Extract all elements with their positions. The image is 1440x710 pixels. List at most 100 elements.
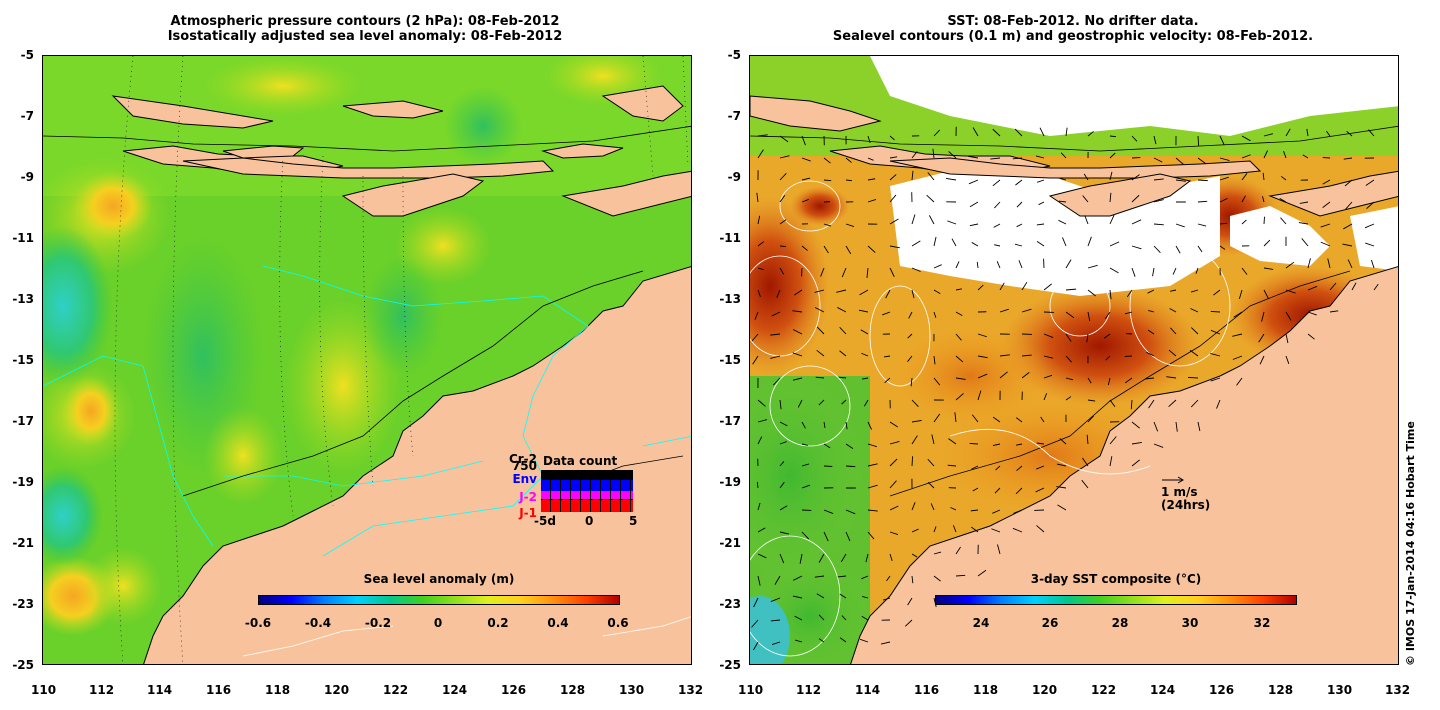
sst-colorbar-tick: 24 [972,616,990,630]
velocity-arrow [1170,327,1177,335]
velocity-arrow [992,443,1001,447]
velocity-arrow [1146,351,1155,357]
velocity-arrow [933,236,937,247]
velocity-arrow [1130,399,1133,410]
velocity-arrow [1087,415,1094,423]
velocity-arrow [992,509,1001,514]
velocity-arrow [792,329,803,335]
velocity-arrow [926,194,935,203]
velocity-arrow [1065,288,1077,291]
velocity-arrow [977,569,987,577]
velocity-arrow [1012,527,1023,533]
velocity-arrow [1285,289,1296,294]
velocity-arrow [757,527,766,533]
velocity-arrow [751,619,759,628]
velocity-arrow [757,149,764,159]
velocity-arrow [753,597,759,608]
velocity-arrow [867,443,877,448]
velocity-arrow [1216,399,1221,409]
velocity-arrow [757,241,765,247]
velocity-arrow [995,465,1001,471]
velocity-arrow [907,333,913,339]
velocity-arrow [1285,261,1295,269]
velocity-arrow [845,509,856,515]
velocity-arrow [865,553,869,563]
velocity-arrow [1039,127,1045,137]
velocity-arrow [1018,260,1023,269]
velocity-arrow [911,528,919,533]
left-y-tick: -23 [12,597,34,611]
velocity-arrow [801,421,806,429]
velocity-arrow [1016,201,1023,208]
right-x-tick: 130 [1327,683,1353,697]
velocity-arrow [977,355,988,359]
velocity-arrow [862,595,869,599]
velocity-arrow [1307,311,1317,316]
velocity-arrow [1087,264,1098,269]
data-count-axis-label: 5 [629,514,638,528]
velocity-arrow [859,289,869,296]
velocity-arrow [977,284,984,291]
velocity-arrow [1153,135,1157,145]
velocity-arrow [816,349,825,357]
velocity-arrow [1210,377,1221,382]
velocity-arrow [861,575,869,580]
velocity-arrow [1109,241,1120,247]
velocity-arrow [1307,258,1311,269]
velocity-arrow [971,242,979,247]
sst-map[interactable] [749,55,1399,665]
velocity-arrow [911,240,921,247]
velocity-arrow [1036,525,1045,533]
velocity-arrow [933,551,942,555]
velocity-arrow [1087,289,1097,297]
velocity-arrow [859,638,869,643]
velocity-arrow [1285,333,1289,344]
velocity-arrow [814,289,825,293]
velocity-arrow [889,531,899,535]
velocity-arrow [1152,267,1155,277]
velocity-arrow [801,463,810,467]
sla-colorbar-tick: 0.2 [487,616,509,630]
velocity-arrow [889,135,895,141]
velocity-arrow [1038,201,1045,206]
velocity-arrow [1373,283,1379,291]
velocity-arrow [1043,333,1054,339]
velocity-arrow [797,399,803,408]
velocity-arrow [1086,333,1089,343]
right-x-tick: 114 [855,683,881,697]
velocity-arrow [801,245,808,251]
right-y-tick: -19 [719,475,741,489]
velocity-arrow [955,393,964,401]
velocity-arrow [1056,486,1067,489]
velocity-arrow [757,502,761,511]
velocity-arrow [1175,179,1186,182]
velocity-arrow [884,377,891,384]
velocity-arrow [970,509,979,512]
velocity-arrow [794,615,803,621]
velocity-arrow [1351,282,1357,291]
velocity-arrow [841,399,847,405]
velocity-arrow [1263,133,1274,137]
satellite-label: 750 [511,459,537,473]
velocity-arrow [1057,504,1067,511]
right-y-tick: -13 [719,292,741,306]
left-x-tick: 130 [619,683,645,697]
velocity-arrow [772,377,781,386]
right-y-tick: -23 [719,597,741,611]
velocity-arrow [911,267,921,272]
sea-level-anomaly-map[interactable] [42,55,692,665]
velocity-arrow [911,502,916,511]
sst-colorbar-tick: 30 [1181,616,1199,630]
velocity-arrow [1059,438,1067,445]
velocity-arrow [1082,195,1089,203]
velocity-arrow [757,575,761,586]
velocity-arrow [955,288,962,291]
velocity-arrow [928,215,935,225]
velocity-arrow [955,377,966,380]
velocity-arrow [1043,393,1048,401]
velocity-arrow [801,484,811,489]
velocity-arrow [779,155,790,159]
velocity-arrow [950,507,957,511]
velocity-arrow [1175,421,1178,432]
right-title-line1: SST: 08-Feb-2012. No drifter data. [947,14,1199,29]
